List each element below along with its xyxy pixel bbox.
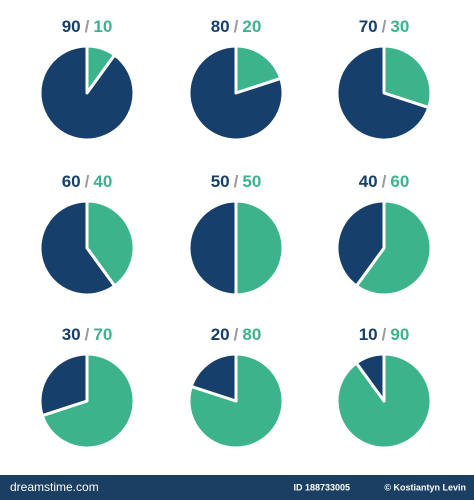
title-value: 80 [242, 325, 261, 344]
pie-title: 60/40 [62, 172, 113, 191]
pie-title: 20/80 [211, 325, 262, 344]
pie-title: 90/10 [62, 17, 113, 36]
pie-slice [85, 199, 136, 288]
pie-slice [354, 352, 386, 403]
title-value: 20 [242, 17, 261, 36]
pie-title: 70/30 [359, 17, 410, 36]
title-separator: / [382, 325, 387, 344]
title-value: 90 [390, 325, 409, 344]
title-separator: / [382, 17, 387, 36]
pie-slice [189, 352, 238, 403]
title-value: 80 [211, 17, 230, 36]
pie-title: 40/60 [359, 172, 410, 191]
title-value: 10 [93, 17, 112, 36]
title-separator: / [234, 172, 239, 191]
title-value: 30 [62, 325, 81, 344]
pie-title: 10/90 [359, 325, 410, 344]
title-value: 50 [242, 172, 261, 191]
title-value: 20 [211, 325, 230, 344]
pie-slice [38, 199, 117, 297]
footer-bar [0, 475, 474, 500]
title-value: 90 [62, 17, 81, 36]
pie-title: 80/20 [211, 17, 262, 36]
title-value: 40 [359, 172, 378, 191]
title-value: 50 [211, 172, 230, 191]
title-separator: / [234, 325, 239, 344]
footer-id: ID 188733005 [293, 482, 350, 492]
title-value: 40 [93, 172, 112, 191]
footer-brand: dreamstime.com [10, 480, 99, 494]
pie-slice [335, 44, 431, 142]
pie-slice [354, 199, 433, 297]
pie-slice [382, 44, 433, 110]
pie-slice [335, 199, 386, 288]
title-value: 30 [390, 17, 409, 36]
pie-slice [38, 44, 136, 142]
title-separator: / [382, 172, 387, 191]
pie-slice [187, 44, 285, 142]
pie-slice [38, 352, 89, 418]
title-separator: / [85, 17, 90, 36]
pie-title: 30/70 [62, 325, 113, 344]
title-value: 60 [62, 172, 81, 191]
pie-slice [234, 199, 285, 297]
title-value: 60 [390, 172, 409, 191]
title-value: 70 [93, 325, 112, 344]
pie-title: 50/50 [211, 172, 262, 191]
title-separator: / [85, 325, 90, 344]
title-value: 10 [359, 325, 378, 344]
footer-author: © Kostiantyn Levin [384, 482, 466, 492]
title-value: 70 [359, 17, 378, 36]
pie-slice [187, 199, 238, 297]
title-separator: / [85, 172, 90, 191]
title-separator: / [234, 17, 239, 36]
